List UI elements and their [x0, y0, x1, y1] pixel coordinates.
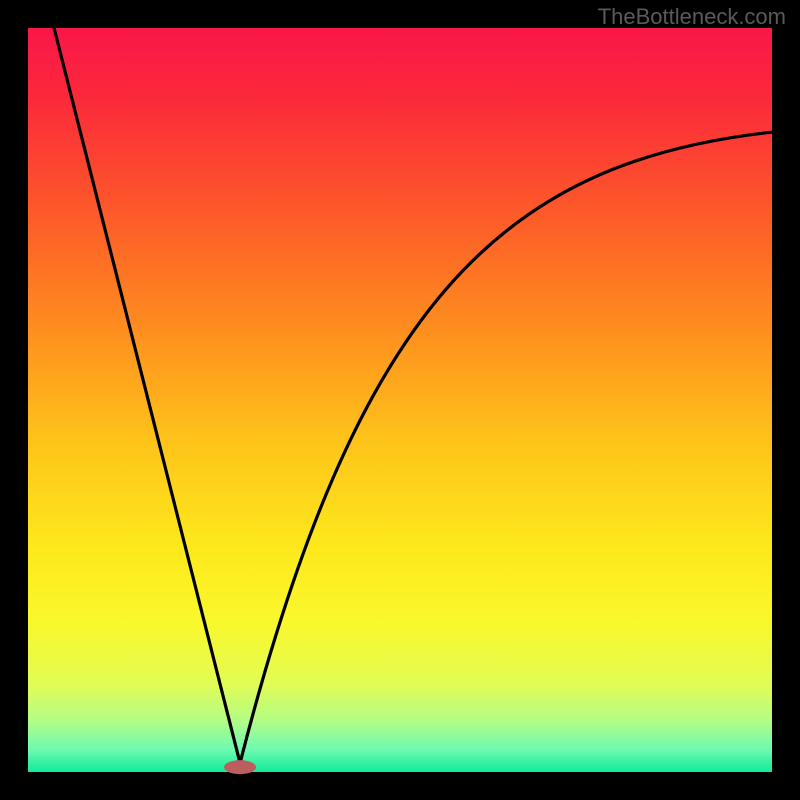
watermark-text: TheBottleneck.com: [598, 4, 786, 30]
optimum-marker: [224, 760, 256, 774]
bottleneck-chart: [0, 0, 800, 800]
chart-container: TheBottleneck.com: [0, 0, 800, 800]
